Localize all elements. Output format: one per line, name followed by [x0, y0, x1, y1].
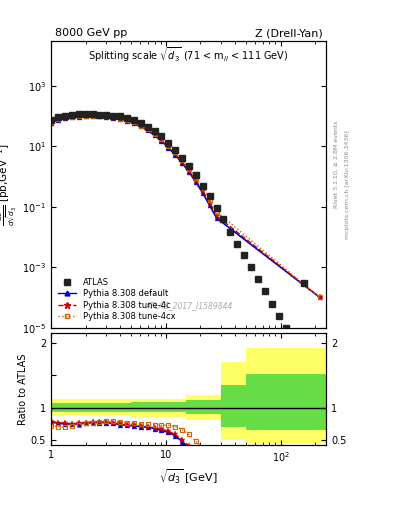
Legend: ATLAS, Pythia 8.308 default, Pythia 8.308 tune-4c, Pythia 8.308 tune-4cx: ATLAS, Pythia 8.308 default, Pythia 8.30…	[55, 275, 178, 324]
Y-axis label: Ratio to ATLAS: Ratio to ATLAS	[18, 353, 28, 425]
Text: ATLAS_2017_I1589844: ATLAS_2017_I1589844	[145, 302, 232, 310]
Text: mcplots.cern.ch [arXiv:1306.3436]: mcplots.cern.ch [arXiv:1306.3436]	[345, 130, 350, 239]
Text: Rivet 3.1.10, ≥ 2.8M events: Rivet 3.1.10, ≥ 2.8M events	[334, 120, 338, 207]
X-axis label: $\sqrt{d_3}$ [GeV]: $\sqrt{d_3}$ [GeV]	[160, 467, 218, 485]
Text: Splitting scale $\sqrt{d_3}$ (71 < m$_{ll}$ < 111 GeV): Splitting scale $\sqrt{d_3}$ (71 < m$_{l…	[88, 45, 289, 64]
Text: Z (Drell-Yan): Z (Drell-Yan)	[255, 28, 322, 38]
Text: 8000 GeV pp: 8000 GeV pp	[55, 28, 127, 38]
Y-axis label: $\frac{d\sigma}{d\sqrt{d_3}}$ [pb,GeV$^{-1}$]: $\frac{d\sigma}{d\sqrt{d_3}}$ [pb,GeV$^{…	[0, 143, 20, 226]
